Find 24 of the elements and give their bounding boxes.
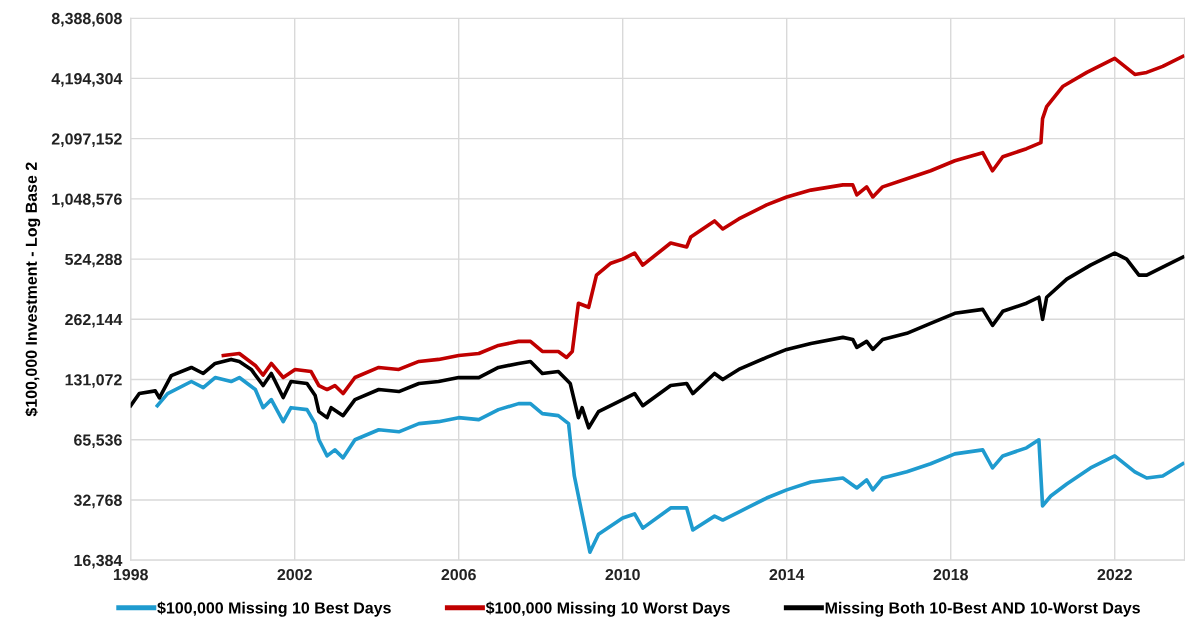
x-tick-label: 2022: [1097, 568, 1132, 581]
y-tick-label: 32,768: [73, 494, 122, 509]
y-tick-label: 8,388,608: [51, 12, 122, 27]
x-tick-label: 1998: [113, 568, 148, 581]
legend-label: $100,000 Missing 10 Worst Days: [485, 601, 730, 617]
legend-label: Missing Both 10-Best AND 10-Worst Days: [825, 601, 1140, 617]
y-tick-label: 16,384: [74, 554, 123, 569]
y-tick-label: 131,072: [65, 374, 122, 388]
line-series: [130, 251, 1185, 430]
x-tick-label: 2006: [441, 568, 476, 581]
y-tick-label: 262,144: [65, 313, 123, 328]
y-tick-label: 65,536: [74, 434, 122, 448]
y-axis-title: $100,000 Investment - Log Base 2: [24, 162, 41, 417]
legend-label: $100,000 Missing 10 Best Days: [157, 601, 391, 617]
x-tick-label: 2002: [277, 568, 312, 581]
x-tick-label: 2018: [933, 568, 968, 581]
y-tick-label: 1,048,576: [52, 193, 122, 208]
y-tick-label: 524,288: [65, 253, 122, 268]
line-series: [221, 54, 1185, 396]
y-tick-label: 4,194,304: [51, 73, 123, 87]
x-tick-label: 2010: [605, 568, 640, 581]
x-tick-label: 2014: [769, 568, 805, 581]
y-tick-label: 2,097,152: [51, 133, 122, 147]
line-series: [155, 375, 1185, 555]
